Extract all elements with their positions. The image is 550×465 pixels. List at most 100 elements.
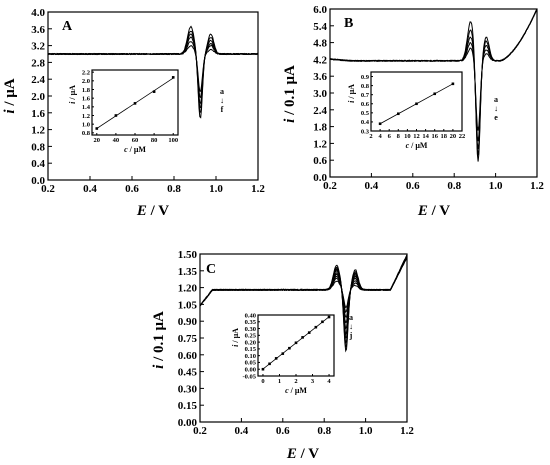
main-xtick-label: 0.6	[406, 180, 420, 192]
series-line-7	[199, 255, 408, 339]
inset-xtick-label: 22	[459, 133, 466, 140]
inset-data-point	[415, 102, 418, 106]
inset-xtick-label: 40	[113, 137, 120, 144]
main-ytick-label: 0.00	[178, 417, 198, 429]
main-xtick-label: 1.2	[251, 183, 265, 195]
y-axis-label: i / μA	[2, 78, 18, 113]
inset-ytick-label: 0.35	[245, 319, 257, 326]
main-ytick-label: 4.8	[313, 38, 327, 50]
series-line-10	[199, 254, 408, 353]
inset-ytick-label: 0.7	[361, 92, 370, 99]
chart-panel-a: 0.2 0.4 0.6 0.8 1.0 1.20.00.40.81.21.62.02.42…	[2, 7, 265, 219]
inset-data-point	[314, 325, 318, 329]
y-axis-label: i / 0.1 μA	[151, 311, 167, 369]
panel-label: A	[62, 19, 73, 34]
inset-xtick-label: 18	[441, 133, 448, 140]
inset-frame	[370, 71, 463, 132]
inset-xtick-label: 2	[294, 378, 297, 385]
inset-ytick-label: 2.2	[82, 69, 90, 76]
series-line-6	[47, 25, 259, 119]
main-ytick-label: 0.6	[313, 155, 327, 167]
chart-panel-c: 0.2 0.4 0.6 0.8 1.0 1.2 0.00 0.15 0.30 0.45 0.60 0.…	[151, 249, 414, 462]
main-xtick-label: 0.6	[276, 425, 290, 437]
inset-xtick-label: 80	[151, 137, 158, 144]
main-ytick-label: 1.20	[178, 283, 198, 295]
series-line-4	[47, 33, 259, 109]
series-line-5	[199, 256, 408, 330]
main-ytick-label: 6.0	[313, 4, 327, 16]
inset-y-label: i / μA	[68, 85, 77, 104]
inset-x-label: c / μM	[285, 386, 307, 395]
inset-xtick-label: 100	[168, 137, 178, 144]
series-order-annotation: a	[494, 95, 498, 104]
main-ytick-label: 0.0	[31, 175, 45, 187]
inset-ytick-label: 0.05	[245, 360, 257, 367]
inset-data-point	[171, 76, 175, 79]
inset-data-point	[451, 82, 455, 86]
main-xtick-label: 0.2	[323, 180, 337, 192]
main-xtick-label: 1.2	[530, 180, 544, 192]
inset-xtick-label: 4	[378, 133, 382, 140]
main-ytick-label: 1.2	[313, 138, 327, 150]
inset-data-point	[288, 346, 291, 350]
main-ytick-label: 1.50	[178, 249, 198, 261]
main-ytick-label: 0.30	[178, 383, 198, 395]
main-ytick-label: 3.6	[313, 71, 327, 83]
inset-data-point	[327, 315, 331, 319]
main-ytick-label: 5.4	[313, 21, 327, 33]
inset-ytick-label: 0.10	[245, 353, 256, 360]
x-axis-label: E / V	[136, 203, 169, 219]
series-order-annotation: ↓	[220, 96, 224, 105]
main-ytick-label: 4.0	[31, 7, 45, 19]
main-ytick-label: 1.2	[31, 125, 45, 137]
main-ytick-label: 1.05	[178, 299, 198, 311]
inset-plot: 0 1 2 3 4-0.050.000.050.100.150.200.250.300.…	[231, 312, 335, 395]
inset-ytick-label: 0.20	[245, 339, 256, 346]
y-axis-label: i / 0.1 μA	[282, 65, 298, 123]
inset-frame	[257, 314, 335, 377]
inset-x-label: c / μM	[124, 145, 146, 154]
inset-xtick-label: 1	[278, 378, 281, 385]
inset-ytick-label: 0.8	[82, 130, 91, 137]
series-order-annotation: a	[220, 87, 224, 96]
inset-ytick-label: 0.15	[245, 346, 257, 353]
inset-x-label: c / μM	[406, 141, 428, 150]
inset-xtick-label: 0	[261, 378, 264, 385]
main-xtick-label: 0.2	[193, 425, 207, 437]
panel-label: C	[206, 262, 216, 277]
inset-ytick-label: 1.0	[82, 121, 90, 128]
inset-ytick-label: 0.9	[361, 74, 370, 81]
inset-ytick-label: 0.5	[361, 110, 370, 117]
series-order-annotation: e	[494, 113, 498, 122]
inset-xtick-label: 4	[327, 378, 331, 385]
series-order-annotation: j	[349, 331, 353, 340]
inset-ytick-label: 0.40	[245, 312, 256, 319]
inset-xtick-label: 14	[422, 133, 429, 140]
inset-y-label: i / μA	[231, 328, 240, 347]
inset-xtick-label: 12	[413, 133, 420, 140]
inset-data-point	[133, 102, 137, 105]
inset-data-point	[397, 112, 400, 116]
inset-ytick-label: 0.8	[361, 83, 370, 90]
main-ytick-label: 1.35	[178, 266, 198, 278]
x-axis-label: E / V	[417, 203, 450, 219]
main-xtick-label: 0.8	[167, 183, 181, 195]
inset-ytick-label: 0.6	[361, 101, 370, 108]
inset-data-point	[268, 362, 271, 366]
inset-xtick-label: 16	[431, 133, 438, 140]
inset-data-point	[274, 357, 278, 360]
inset-y-label: i / μA	[347, 84, 356, 103]
inset-data-point	[281, 352, 285, 355]
inset-ytick-label: 0.25	[245, 333, 257, 340]
inset-data-point	[321, 320, 324, 324]
inset-data-point	[152, 90, 156, 93]
inset-xtick-label: 8	[397, 133, 401, 140]
main-frame	[47, 11, 259, 181]
series-order-annotation: ↓	[494, 104, 498, 113]
main-xtick-label: 1.0	[359, 425, 373, 437]
main-xtick-label: 0.8	[317, 425, 331, 437]
main-xtick-label: 1.0	[489, 180, 503, 192]
series-order-annotation: a	[349, 313, 353, 322]
main-ytick-label: 0.75	[178, 333, 198, 345]
